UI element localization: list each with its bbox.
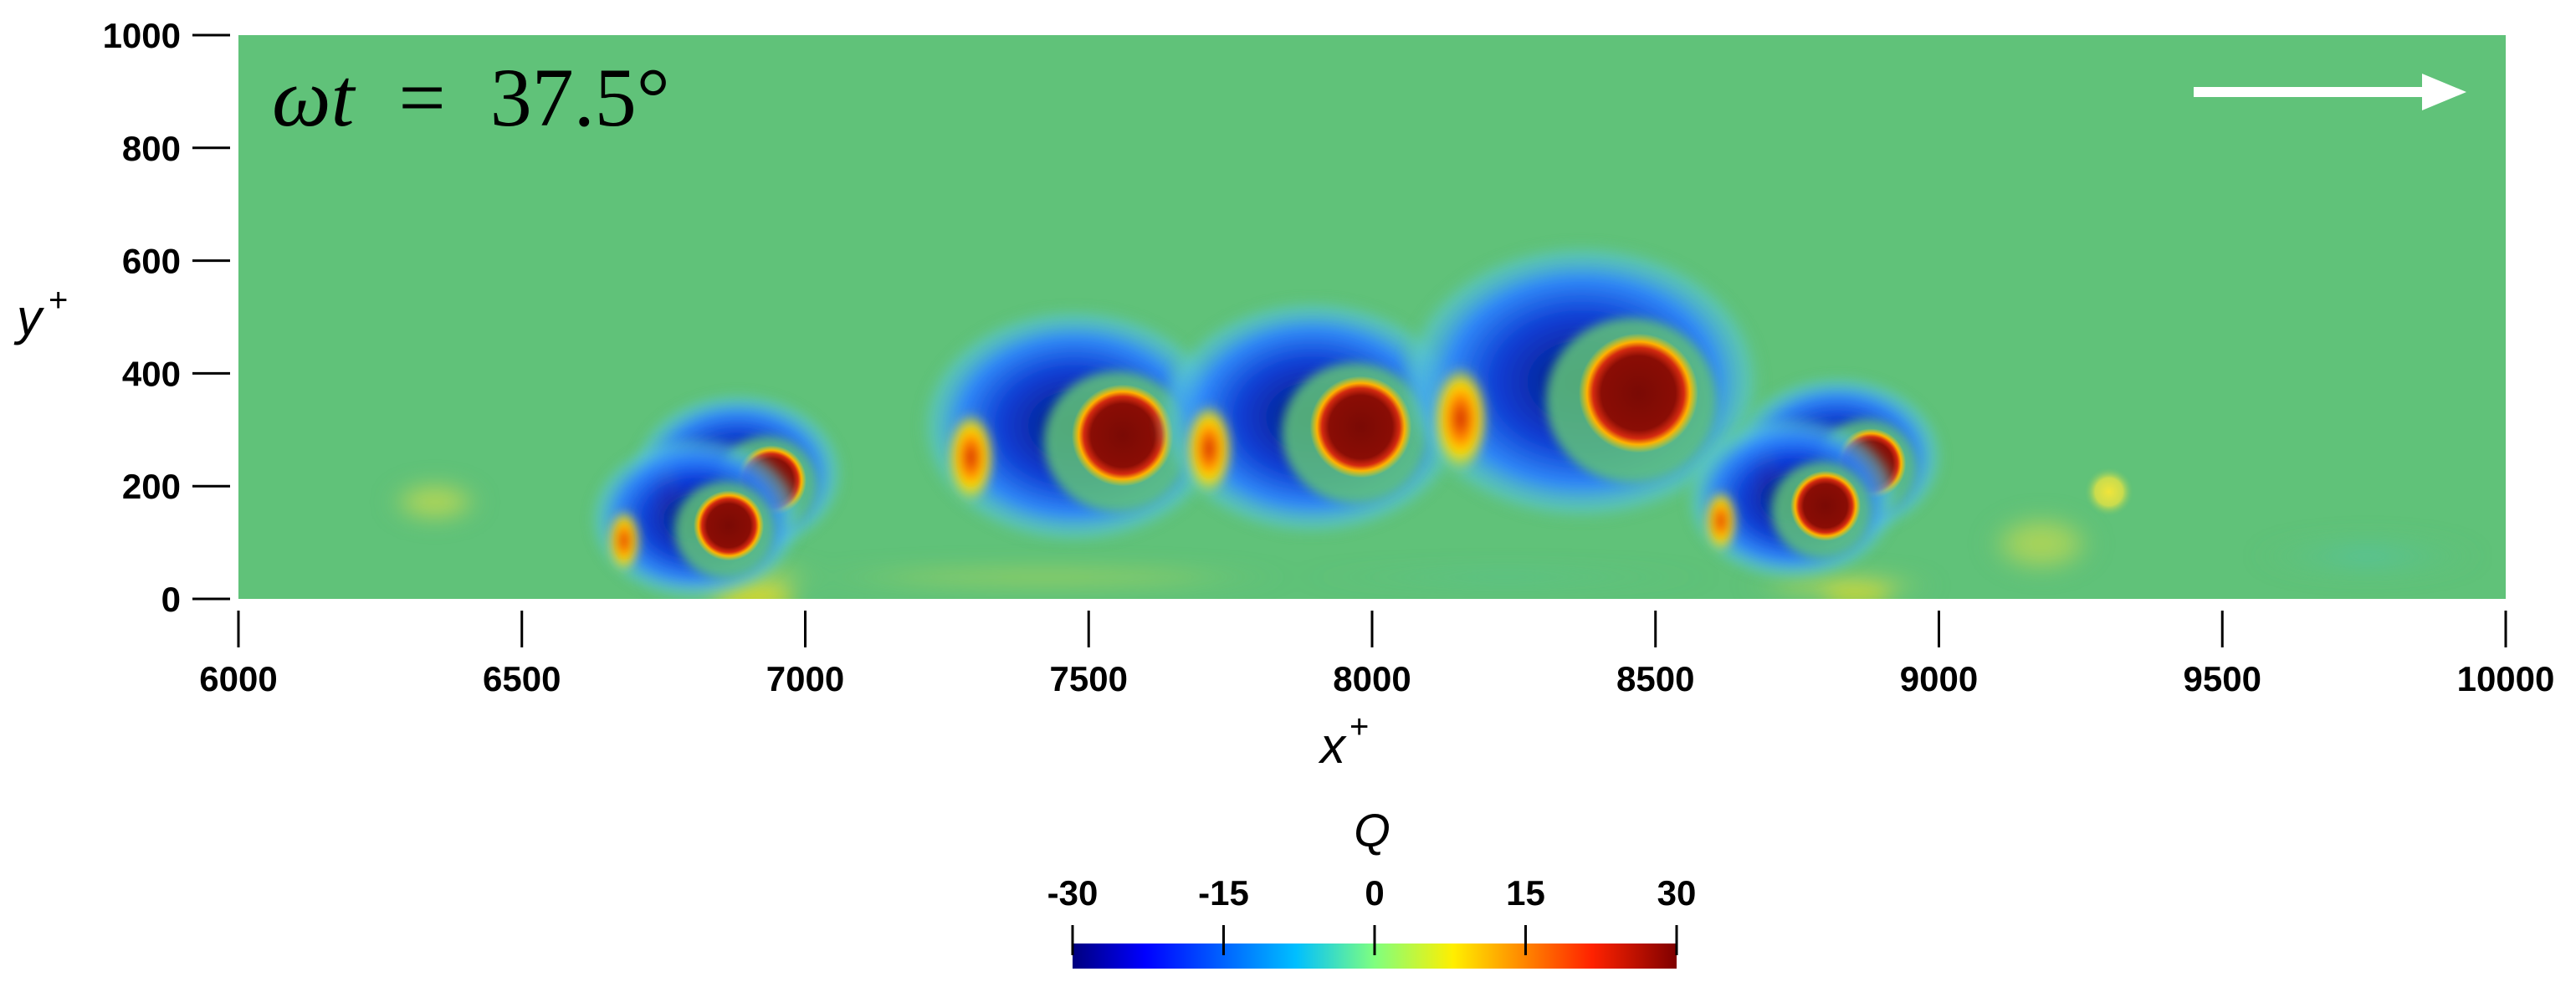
y-axis-label-sup: + <box>49 282 68 319</box>
upstream-positive-q-blob <box>1431 364 1489 473</box>
colorbar: Q -30 -15 0 15 30 <box>1047 804 1697 969</box>
upstream-positive-q-blob <box>607 509 642 573</box>
vortex-head <box>1396 239 1767 524</box>
y-tick-label: 1000 <box>103 16 181 55</box>
colorbar-tick-label: 0 <box>1365 873 1384 913</box>
flow-direction-arrow-icon <box>2194 74 2466 110</box>
y-axis: 0 200 400 600 800 1000 <box>103 16 230 619</box>
y-tick-label: 400 <box>122 354 181 393</box>
phase-annotation: ωt = 37.5° <box>272 51 670 144</box>
vortex-structures <box>586 239 2134 599</box>
upstream-positive-q-blob <box>1185 402 1234 495</box>
positive-q-core <box>1309 376 1412 478</box>
x-axis-label-sup: + <box>1349 708 1369 745</box>
colorbar-tick-label: -15 <box>1198 873 1249 913</box>
positive-q-core <box>694 490 765 561</box>
x-axis-label: x <box>1318 718 1347 774</box>
y-tick-label: 800 <box>122 129 181 168</box>
x-tick-label: 9000 <box>1900 659 1978 698</box>
vortex-head <box>1154 295 1470 539</box>
x-axis: 6000 6500 7000 7500 8000 8500 9000 9500 10000 <box>199 611 2554 698</box>
positive-q-core <box>2083 466 2134 517</box>
vortex-head <box>916 304 1232 547</box>
x-tick-label: 10000 <box>2457 659 2555 698</box>
phase-value: 37.5° <box>490 51 670 144</box>
y-tick-label: 0 <box>161 580 181 619</box>
x-tick-label: 6000 <box>199 659 277 698</box>
x-tick-label: 8500 <box>1616 659 1694 698</box>
vortex-head <box>2083 466 2134 517</box>
x-tick-label: 7500 <box>1050 659 1128 698</box>
y-tick-label: 200 <box>122 467 181 506</box>
upstream-positive-q-blob <box>946 411 996 504</box>
colorbar-ticks: -30 -15 0 15 30 <box>1047 873 1697 955</box>
x-tick-label: 8000 <box>1333 659 1411 698</box>
y-tick-label: 600 <box>122 242 181 281</box>
phase-equals: = <box>398 51 445 144</box>
phase-symbol: ωt <box>272 51 356 144</box>
y-axis-label: y <box>13 289 45 345</box>
colorbar-tick-label: -30 <box>1047 873 1099 913</box>
x-tick-label: 9500 <box>2184 659 2261 698</box>
colorbar-tick-label: 30 <box>1657 873 1697 913</box>
x-tick-label: 7000 <box>766 659 844 698</box>
colorbar-title: Q <box>1354 804 1390 857</box>
vortex-head <box>1683 415 1901 583</box>
colorbar-tick-label: 15 <box>1506 873 1545 913</box>
positive-q-core <box>1579 333 1698 453</box>
positive-q-core <box>1072 384 1174 487</box>
upstream-positive-q-blob <box>1704 488 1738 553</box>
x-tick-label: 6500 <box>483 659 561 698</box>
positive-q-core <box>1790 470 1861 541</box>
contour-field <box>238 35 2506 599</box>
vortex-head <box>586 435 804 599</box>
